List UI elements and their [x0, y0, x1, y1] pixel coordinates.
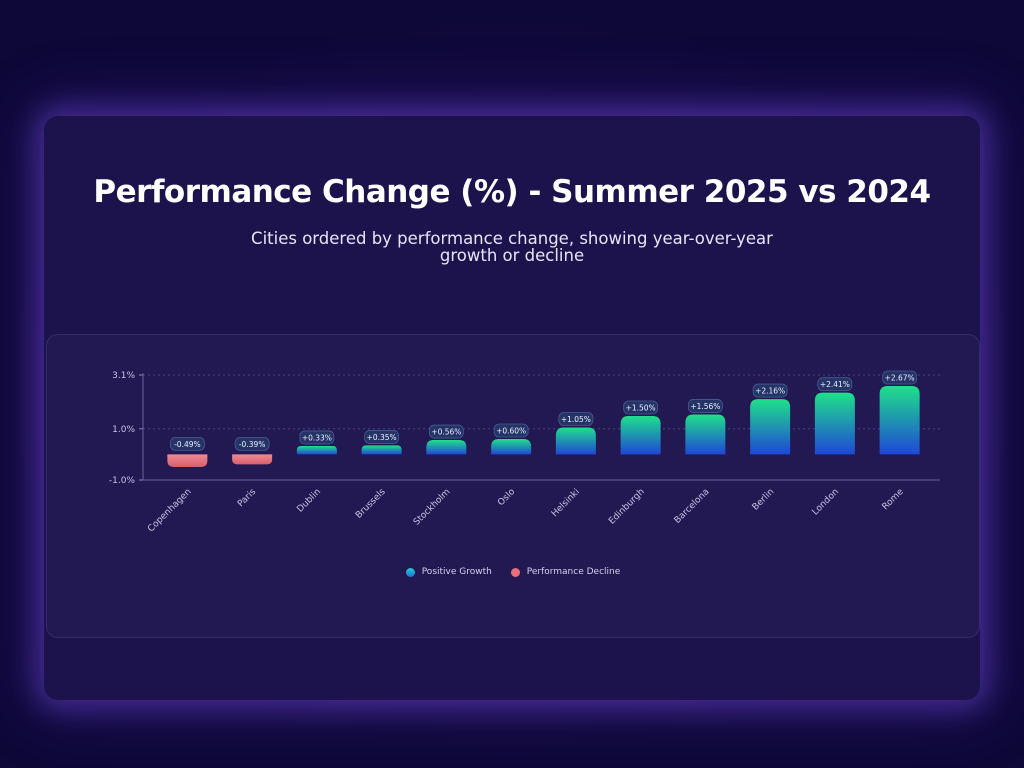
bar-rome[interactable]	[879, 386, 920, 455]
y-tick-label: 1.0%	[112, 425, 135, 435]
y-tick-label: 3.1%	[112, 371, 135, 381]
legend-positive-label: Positive Growth	[421, 567, 492, 577]
bar-london[interactable]	[814, 392, 855, 455]
bar-edinburgh[interactable]	[620, 415, 661, 455]
legend-item-negative[interactable]: Performance Decline	[510, 567, 621, 577]
bar-barcelona[interactable]	[685, 414, 726, 455]
data-label: +2.41%	[820, 380, 850, 389]
data-label: +1.50%	[626, 403, 656, 412]
data-label: +2.16%	[755, 387, 785, 396]
x-tick-label: Dublin	[295, 487, 323, 515]
bar-chart: 3.1% 1.0% -1.0% -0.49% -0.39% +0.33% +0.35% +0…	[109, 370, 940, 535]
data-label-box	[687, 399, 723, 413]
chart-legend: Positive Growth Performance Decline	[47, 567, 979, 580]
bar-layer	[167, 386, 920, 467]
chart-card: Performance Change (%) - Summer 2025 vs …	[44, 116, 980, 700]
data-label-box	[623, 400, 659, 415]
bar-helsinki[interactable]	[555, 427, 596, 455]
x-tick-label: Rome	[881, 487, 907, 513]
data-label: +2.67%	[885, 374, 915, 383]
grid-layer	[143, 374, 940, 481]
bar-oslo[interactable]	[491, 439, 532, 455]
chart-subtitle-line-1: Cities ordered by performance change, sh…	[251, 229, 773, 248]
data-label: +0.33%	[302, 433, 332, 442]
data-label-box	[493, 423, 529, 438]
data-label-box	[558, 412, 594, 426]
data-label-box	[428, 424, 464, 439]
x-tick-label: Berlin	[751, 487, 777, 513]
chart-panel: 3.1% 1.0% -1.0% -0.49% -0.39% +0.33% +0.35% +0…	[46, 334, 980, 638]
axis-layer: 3.1% 1.0% -1.0%	[109, 371, 144, 486]
bar-berlin[interactable]	[750, 399, 791, 455]
y-tick-label: -1.0%	[109, 476, 136, 486]
data-label-box	[169, 436, 205, 451]
data-label-box	[364, 430, 400, 444]
x-tick-label: Paris	[236, 487, 258, 509]
bar-brussels[interactable]	[361, 445, 402, 455]
x-tick-label: London	[811, 487, 841, 517]
x-tick-layer: Copenhagen Paris Dublin Brussels Stockholm Os…	[146, 487, 906, 535]
data-label-box	[752, 383, 788, 398]
x-tick-label: Barcelona	[673, 487, 712, 526]
data-label-box	[817, 377, 853, 392]
bar-paris[interactable]	[232, 454, 273, 465]
bar-stockholm[interactable]	[426, 440, 467, 455]
x-tick-label: Brussels	[354, 487, 388, 521]
bar-copenhagen[interactable]	[167, 454, 208, 467]
data-label: +1.56%	[690, 402, 720, 411]
data-label: +1.05%	[561, 415, 591, 424]
label-layer: -0.49% -0.39% +0.33% +0.35% +0.56% +0.60% +1.0…	[169, 370, 918, 451]
bar-dublin[interactable]	[296, 445, 337, 455]
legend-positive-swatch	[405, 567, 415, 577]
chart-subtitle-line-2: growth or decline	[439, 246, 585, 265]
data-label-box	[882, 370, 918, 385]
data-label-box	[299, 430, 335, 445]
x-tick-label: Edinburgh	[607, 487, 647, 527]
legend-item-positive[interactable]: Positive Growth	[405, 567, 492, 577]
x-tick-label: Helsinki	[550, 487, 582, 519]
data-label: -0.49%	[174, 440, 201, 449]
legend-negative-swatch	[510, 567, 520, 577]
data-label: +0.35%	[367, 433, 397, 442]
x-tick-label: Copenhagen	[146, 487, 193, 534]
data-label: -0.39%	[239, 440, 266, 449]
chart-title: Performance Change (%) - Summer 2025 vs …	[93, 174, 931, 210]
data-label: +0.60%	[496, 427, 526, 436]
x-tick-label: Stockholm	[412, 487, 453, 528]
legend-negative-label: Performance Decline	[526, 567, 621, 577]
chart-subtitle: Cities ordered by performance change, sh…	[202, 230, 822, 264]
data-label-box	[234, 436, 270, 451]
x-tick-label: Oslo	[496, 487, 517, 508]
data-label: +0.56%	[431, 428, 461, 437]
